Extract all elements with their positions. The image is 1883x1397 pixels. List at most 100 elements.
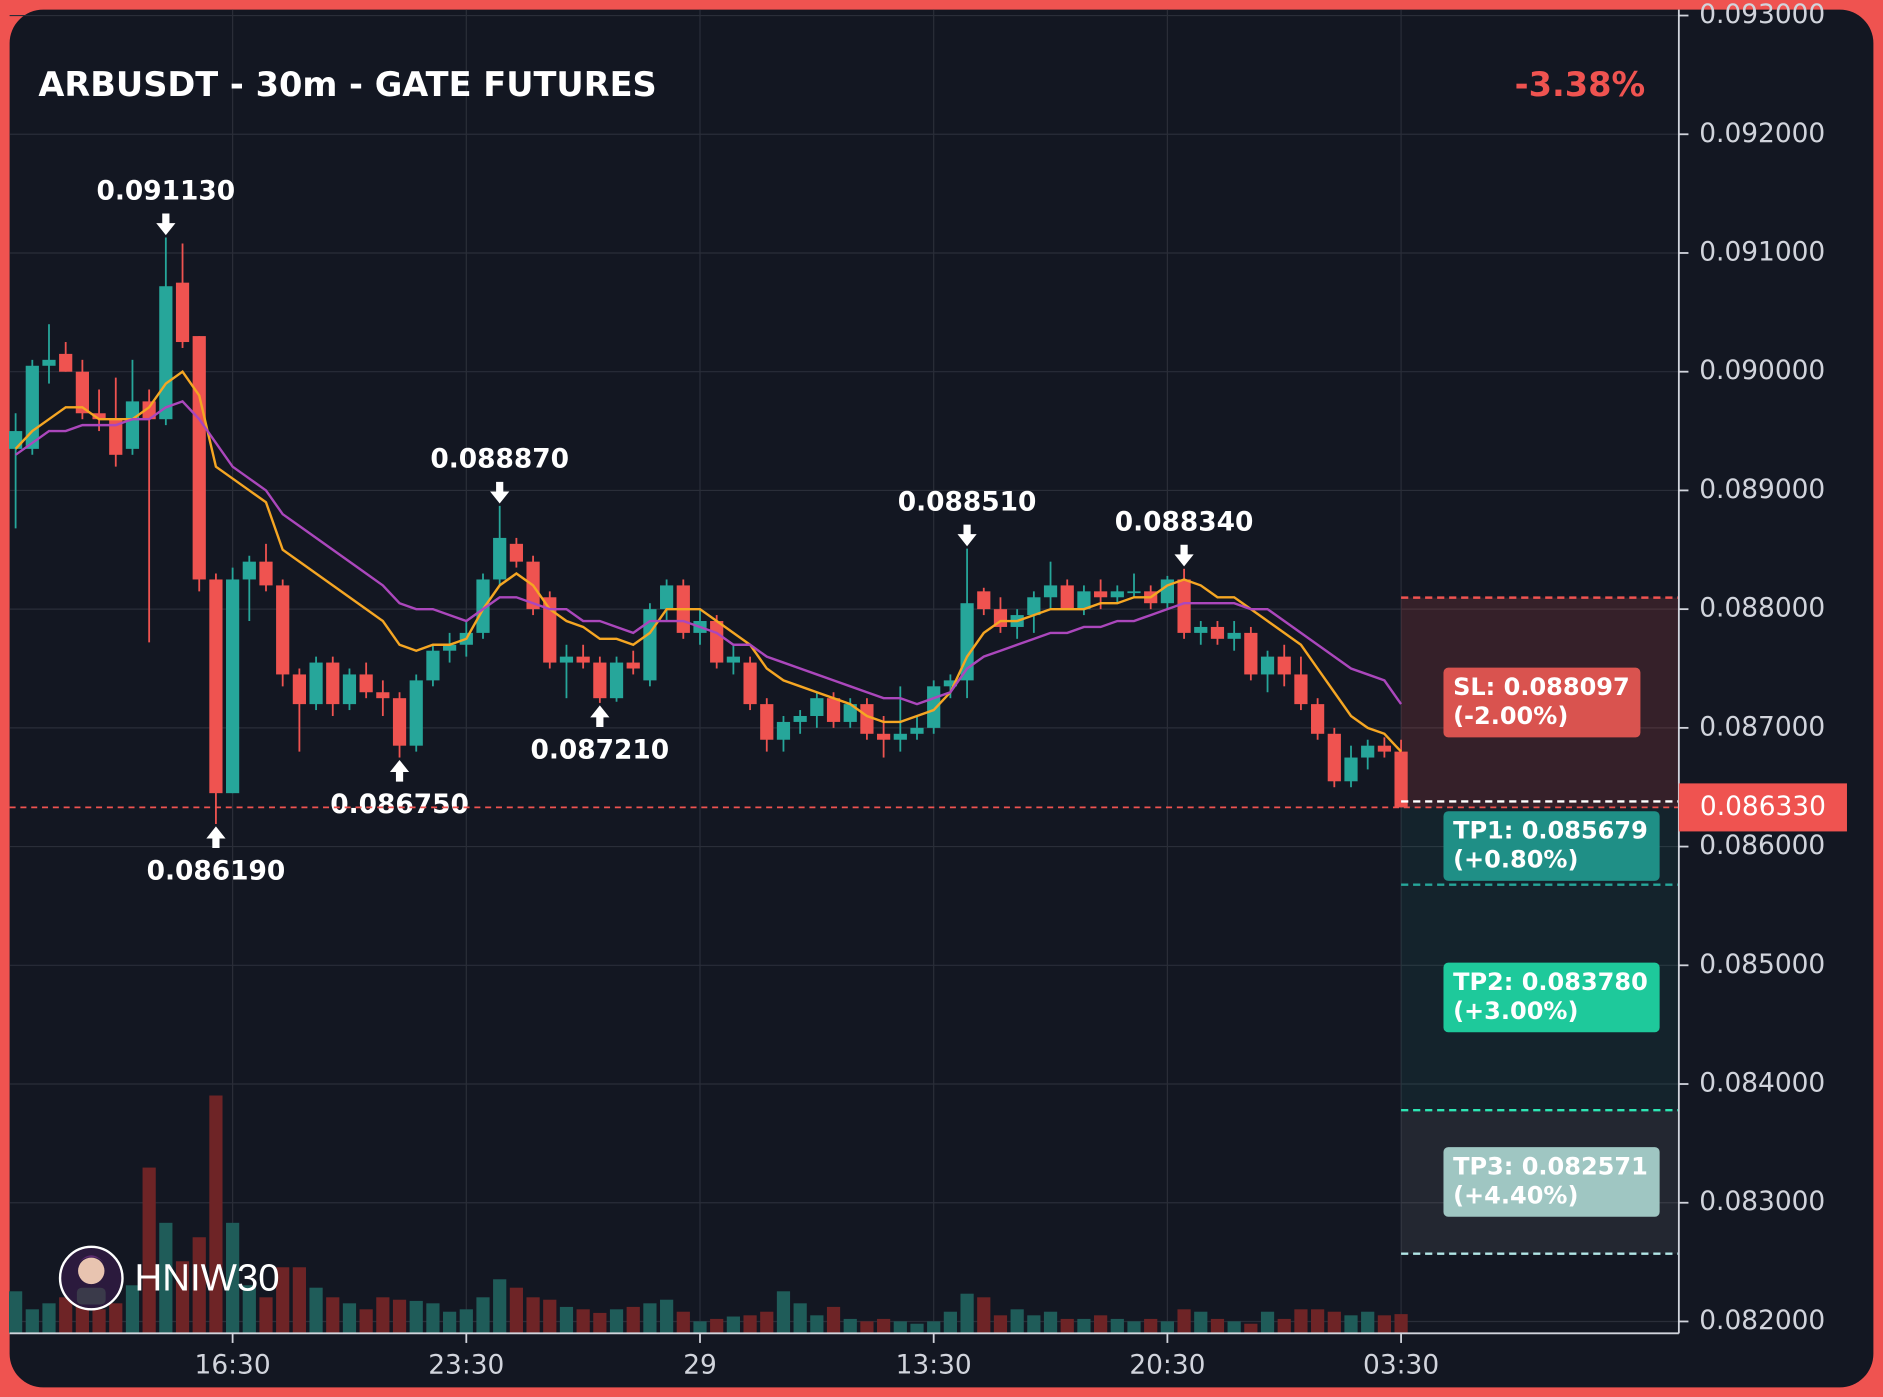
candle-body: [543, 597, 557, 663]
last-price-box: [1678, 783, 1847, 832]
candle-body: [1060, 585, 1074, 610]
candle-body: [259, 561, 273, 586]
candle-body: [426, 650, 440, 681]
watermark: HNIW30: [135, 1257, 280, 1300]
candle-body: [376, 692, 390, 699]
volume-bar: [376, 1297, 390, 1334]
candle-body: [392, 698, 407, 746]
volume-bar: [1010, 1309, 1024, 1334]
volume-bar: [476, 1297, 490, 1334]
axes: 0.082000 0.083000 0.084000 0.085000 0.086000…: [195, 0, 1847, 1380]
volume-bar: [927, 1321, 941, 1334]
volume-bar: [92, 1309, 106, 1334]
y-tick-label: 0.085000: [1699, 949, 1825, 980]
candle-body: [509, 543, 523, 562]
volume-bar: [710, 1318, 724, 1334]
volume-bar: [1144, 1318, 1158, 1334]
candle-body: [1210, 626, 1225, 639]
volume-bar: [660, 1299, 674, 1334]
volume-bar: [526, 1297, 540, 1334]
avatar: [58, 1245, 124, 1311]
volume-bar: [977, 1297, 991, 1334]
volume-bar: [1043, 1311, 1058, 1334]
moving-average: [14, 399, 1403, 706]
x-tick-label: 29: [683, 1349, 717, 1380]
change-label: -3.38%: [1515, 65, 1646, 104]
y-tick-label: 0.092000: [1699, 118, 1825, 149]
volume-bar: [1210, 1318, 1225, 1334]
volume-bar: [793, 1303, 807, 1334]
volume-bar: [910, 1323, 924, 1334]
y-tick-label: 0.090000: [1699, 355, 1825, 386]
volume-bar: [1394, 1314, 1408, 1334]
moving-average: [14, 370, 1402, 753]
low-arrow: [206, 826, 226, 849]
high-label: 0.091130: [97, 175, 236, 206]
level-box: [1443, 962, 1660, 1033]
volume-bar: [125, 1285, 140, 1334]
candle-body: [1194, 626, 1208, 633]
low-label: 0.087210: [531, 734, 670, 765]
candle-body: [9, 431, 23, 449]
candle-body: [409, 680, 423, 746]
volume-bar: [242, 1285, 256, 1334]
y-tick-label: 0.093000: [1699, 0, 1825, 30]
x-tick-label: 20:30: [1129, 1349, 1205, 1380]
volume-bar: [593, 1312, 607, 1334]
level-label: TP2: 0.083780: [1453, 968, 1648, 996]
volume-bar: [1077, 1318, 1091, 1334]
high-arrow: [490, 481, 510, 504]
candle-body: [710, 621, 724, 663]
candle-body: [276, 585, 290, 675]
candle-body: [1394, 751, 1408, 808]
volume-bar: [109, 1303, 123, 1334]
x-tick-label: 16:30: [195, 1349, 271, 1380]
volume-bar: [426, 1303, 440, 1334]
candle-body: [75, 371, 89, 414]
candle-body: [576, 656, 590, 663]
volume-bar: [1277, 1318, 1291, 1334]
volume-bar: [42, 1303, 56, 1334]
candle-body: [175, 282, 190, 343]
volume-bar: [459, 1309, 473, 1334]
volume-bar: [309, 1287, 323, 1334]
low-label: 0.086750: [330, 789, 469, 820]
volume-bar: [1294, 1309, 1308, 1334]
candle-body: [593, 662, 607, 699]
volume-bar: [576, 1309, 590, 1334]
y-tick-label: 0.082000: [1699, 1305, 1825, 1336]
volume-bar: [760, 1311, 774, 1334]
volume-bar: [843, 1318, 857, 1334]
candle-body: [493, 537, 507, 580]
candle-body: [1361, 745, 1375, 758]
y-tick-label: 0.084000: [1699, 1068, 1825, 1099]
volume-bar: [1127, 1321, 1141, 1334]
candle-body: [1043, 585, 1058, 598]
chart-title: ARBUSDT - 30m - GATE FUTURES: [38, 65, 656, 104]
candle-body: [743, 662, 757, 705]
candle-body: [1311, 704, 1325, 734]
volume-bar: [59, 1297, 73, 1334]
level-label: TP1: 0.085679: [1453, 817, 1648, 845]
candle-body: [42, 359, 56, 366]
x-tick-label: 23:30: [428, 1349, 504, 1380]
candle-body: [726, 656, 740, 663]
level-label: TP3: 0.082571: [1453, 1152, 1648, 1180]
x-tick-label: 13:30: [896, 1349, 972, 1380]
candle-body: [1127, 591, 1141, 594]
candle-body: [1327, 733, 1341, 782]
volume-bar: [142, 1167, 156, 1334]
volume-bar: [860, 1321, 874, 1334]
volume-bar: [609, 1309, 624, 1334]
level-label: SL: 0.088097: [1453, 673, 1630, 701]
volume-bar: [209, 1095, 223, 1334]
candle-body: [59, 353, 73, 372]
volume-bar: [175, 1261, 190, 1334]
volume-bar: [392, 1299, 407, 1334]
volume-bar: [276, 1267, 290, 1334]
candle-body: [342, 674, 357, 705]
candle-body: [125, 401, 140, 449]
candle-body: [1294, 674, 1308, 705]
